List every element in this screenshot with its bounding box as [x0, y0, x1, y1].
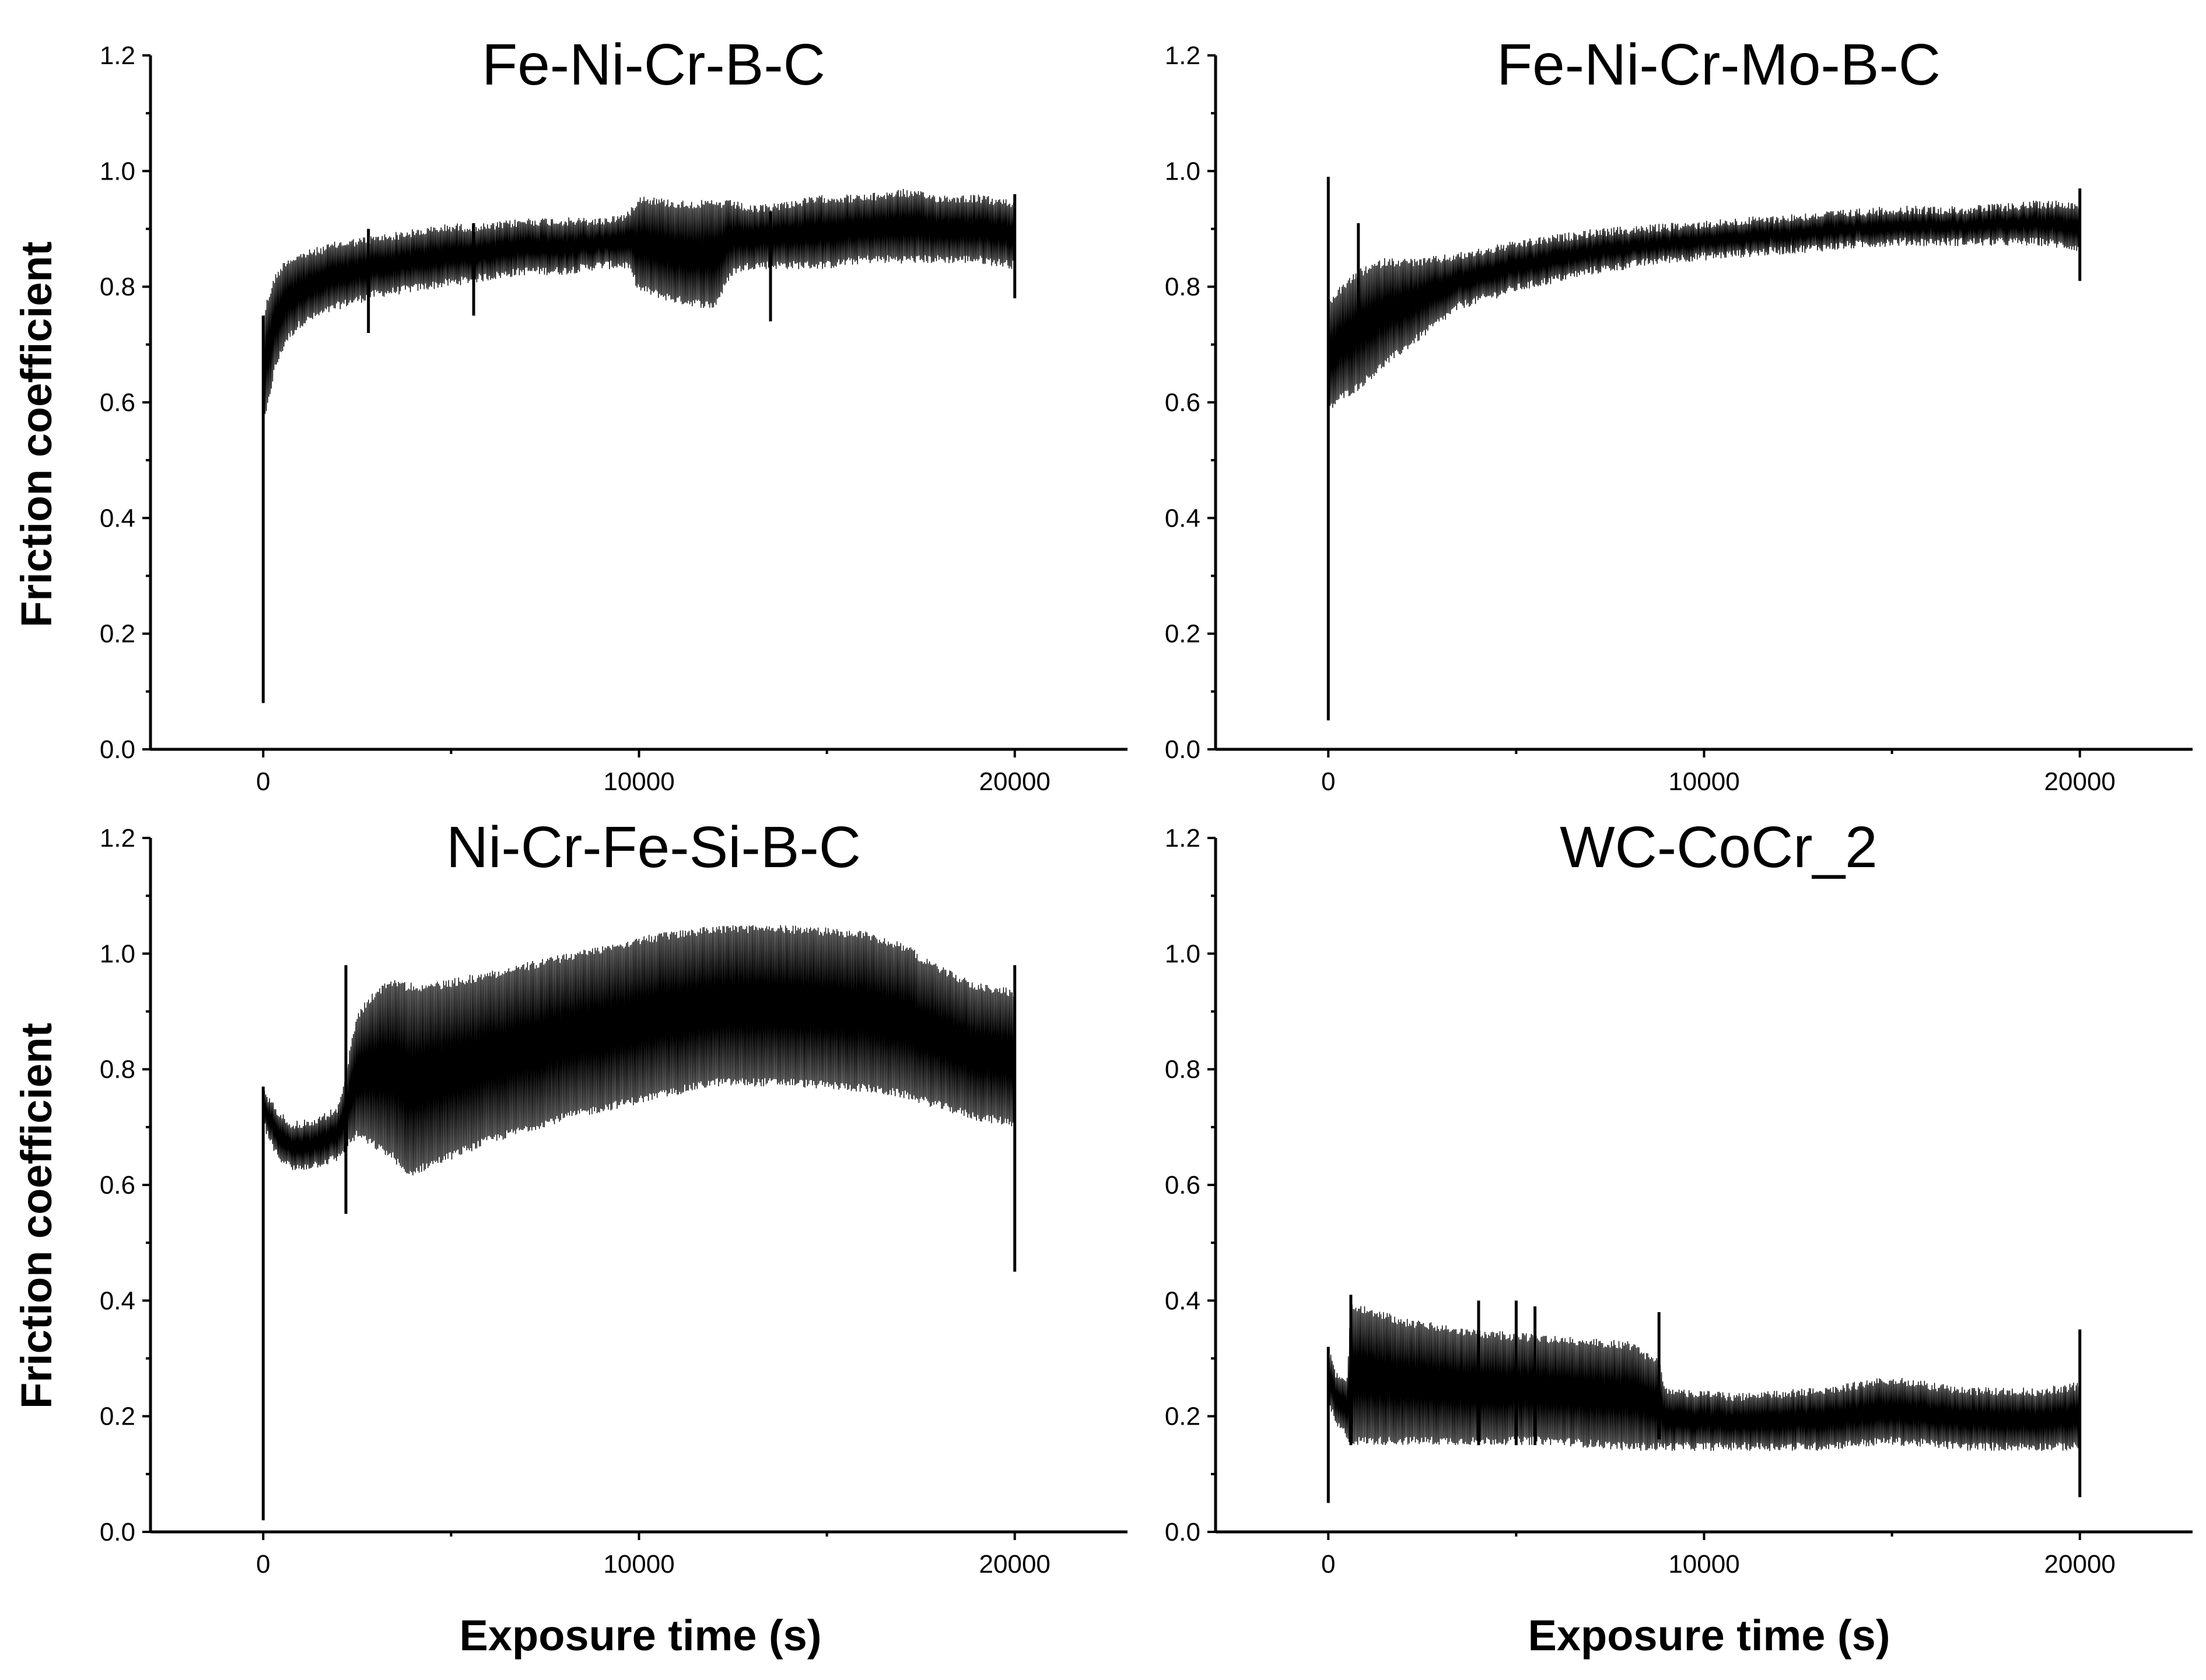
y-tick-label: 1.0 [100, 157, 135, 185]
y-tick-label: 0.4 [100, 1286, 135, 1315]
panel-title: WC-CoCr_2 [1560, 815, 1877, 880]
y-tick-label: 0.6 [100, 1171, 135, 1200]
series-trace [262, 925, 1016, 1176]
y-tick-label: 1.2 [100, 824, 135, 853]
y-tick-label: 0.4 [100, 504, 135, 532]
y-tick-label: 0.0 [100, 735, 135, 764]
y-tick-label: 1.2 [1165, 824, 1200, 853]
y-axis-label-bottom: Friction coefficient [12, 1023, 61, 1409]
y-tick-label: 1.0 [100, 939, 135, 968]
x-tick-label: 10000 [1668, 1550, 1739, 1579]
y-tick-label: 0.2 [100, 1402, 135, 1431]
x-tick-label: 0 [1321, 767, 1335, 796]
y-tick-label: 0.8 [100, 1055, 135, 1084]
x-tick-label: 10000 [1668, 767, 1739, 796]
y-tick-label: 0.6 [1165, 1171, 1200, 1200]
panel-title: Ni-Cr-Fe-Si-B-C [446, 815, 861, 880]
y-tick-label: 0.4 [1165, 1286, 1200, 1315]
y-tick-label: 1.2 [100, 41, 135, 70]
panel-fe-ni-cr-mo-b-c: 0.0 0.2 0.4 0.6 0.8 1.0 1.2 0 10000 20000 Fe-Ni-Cr… [1165, 32, 2193, 796]
panel-ni-cr-fe-si-b-c: 0.0 0.2 0.4 0.6 0.8 1.0 1.2 0 10000 20000 Ni-Cr-Fe… [100, 815, 1127, 1579]
y-tick-label: 0.6 [100, 388, 135, 417]
y-tick-label: 0.0 [100, 1518, 135, 1546]
y-axis-label-top: Friction coefficient [12, 241, 61, 627]
x-tick-label: 20000 [979, 767, 1051, 796]
y-tick-label: 0.2 [1165, 1402, 1200, 1431]
x-tick-label: 20000 [2044, 1550, 2116, 1579]
series-trace [1328, 1304, 2081, 1451]
y-tick-label: 0.2 [100, 620, 135, 648]
y-tick-label: 1.0 [1165, 939, 1200, 968]
y-tick-label: 0.4 [1165, 504, 1200, 532]
y-tick-label: 0.8 [1165, 1055, 1200, 1084]
x-tick-label: 20000 [2044, 767, 2116, 796]
x-tick-label: 20000 [979, 1550, 1051, 1579]
x-tick-label: 0 [1321, 1550, 1335, 1579]
x-tick-label: 10000 [603, 767, 674, 796]
series-trace [1328, 201, 2081, 408]
y-tick-label: 1.0 [1165, 157, 1200, 185]
y-tick-label: 1.2 [1165, 41, 1200, 70]
x-axis-label-left: Exposure time (s) [460, 1611, 822, 1660]
y-tick-label: 0.8 [100, 273, 135, 301]
x-tick-label: 10000 [603, 1550, 674, 1579]
y-tick-label: 0.8 [1165, 273, 1200, 301]
panel-wc-cocr-2: 0.0 0.2 0.4 0.6 0.8 1.0 1.2 0 10000 20000 WC-CoCr_… [1165, 815, 2193, 1579]
y-tick-label: 0.6 [1165, 388, 1200, 417]
panel-title: Fe-Ni-Cr-Mo-B-C [1497, 32, 1941, 97]
x-axis-label-right: Exposure time (s) [1528, 1611, 1890, 1660]
y-tick-label: 0.0 [1165, 735, 1200, 764]
y-tick-label: 0.2 [1165, 620, 1200, 648]
x-tick-label: 0 [256, 1550, 270, 1579]
panel-fe-ni-cr-b-c: 0.0 0.2 0.4 0.6 0.8 1.0 1.2 0 10000 20000 Fe-Ni-Cr… [100, 32, 1127, 796]
panel-title: Fe-Ni-Cr-B-C [482, 32, 825, 97]
series-trace [262, 188, 1016, 426]
y-tick-label: 0.0 [1165, 1518, 1200, 1546]
x-tick-label: 0 [256, 767, 270, 796]
